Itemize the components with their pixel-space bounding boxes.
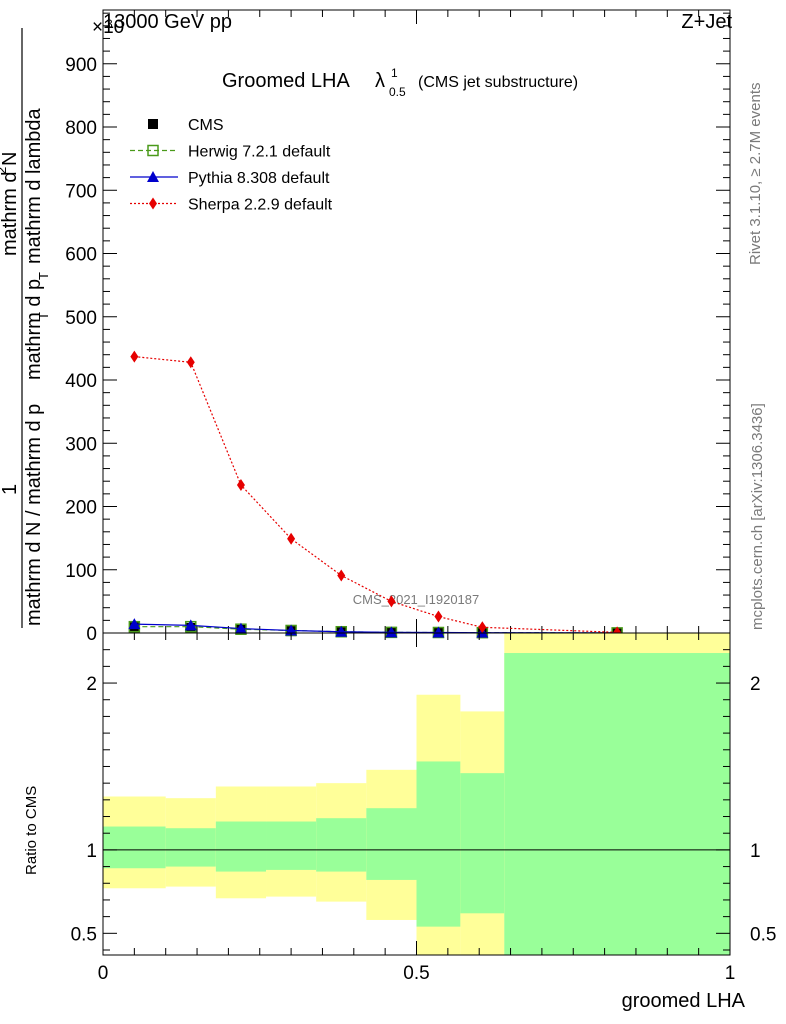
lower-ytick-label: 2 <box>86 674 97 695</box>
lower-axes: 0.5 0.51 12 20 0.5 1 <box>71 633 776 984</box>
legend-marker <box>148 119 158 129</box>
legend-label: Pythia 8.308 default <box>188 170 330 187</box>
upper-ytick-label: 100 <box>65 561 97 582</box>
data-point <box>184 619 197 631</box>
data-point <box>234 622 247 634</box>
ylabel-numerator-n: N <box>0 152 21 166</box>
title-sub: 0.5 <box>389 85 406 99</box>
lower-ytick-label-right: 0.5 <box>750 924 776 945</box>
xlabel: groomed LHA <box>622 990 746 1012</box>
upper-ytick-label: 900 <box>65 55 97 76</box>
series-line <box>134 356 618 633</box>
title-suffix: (CMS jet substructure) <box>418 74 578 91</box>
legend-marker <box>147 144 159 157</box>
data-point <box>434 610 443 623</box>
series-line <box>134 623 618 634</box>
upper-ytick-label: 800 <box>65 118 97 139</box>
ratio-ylabel: Ratio to CMS <box>23 786 40 875</box>
upper-ytick-label: 700 <box>65 181 97 202</box>
ylabel-denominator-sub: T <box>36 312 51 320</box>
upper-ytick-label: 200 <box>65 498 97 519</box>
data-point <box>287 532 296 545</box>
ratio-band-inner <box>416 761 461 927</box>
lower-xtick-label: 1 <box>725 963 736 984</box>
ratio-band-inner <box>504 653 730 955</box>
ratio-band-inner <box>103 826 166 869</box>
data-point <box>186 356 195 369</box>
header-right: Z+Jet <box>681 11 732 33</box>
ylabel-numerator-end: mathrm d lambda <box>23 108 45 264</box>
upper-ytick-label: 500 <box>65 308 97 329</box>
lower-panel: 0.5 0.51 12 20 0.5 1 Ratio to CMS groomed LHA <box>23 632 776 1012</box>
data-point <box>432 626 445 638</box>
title-main: Groomed LHA <box>222 70 350 92</box>
lower-ytick-label-right: 2 <box>750 674 761 695</box>
upper-ytick-label: 400 <box>65 371 97 392</box>
upper-ytick-label: 600 <box>65 245 97 266</box>
lower-xtick-label: 0 <box>98 963 109 984</box>
ratio-band-inner <box>316 818 367 872</box>
multiplier-label: ×10 <box>92 17 124 38</box>
title-sup: 1 <box>391 66 398 80</box>
data-point <box>478 621 487 634</box>
rivet-label: Rivet 3.1.10, ≥ 2.7M events <box>747 83 764 266</box>
ylabel-denominator: mathrm d N / mathrm d p <box>23 404 45 626</box>
legend-label: Sherpa 2.2.9 default <box>188 197 333 214</box>
data-point <box>337 569 346 582</box>
mcplots-label: mcplots.cern.ch [arXiv:1306.3436] <box>749 403 766 630</box>
lower-ytick-label: 1 <box>86 841 97 862</box>
legend: CMS Herwig 7.2.1 default Pythia 8.308 defa… <box>130 117 333 214</box>
watermark: CMS_2021_I1920187 <box>353 592 480 607</box>
main-title: Groomed LHA λ 1 0.5 (CMS jet substructur… <box>222 66 578 99</box>
series-line <box>134 626 618 634</box>
upper-panel: CMS_2021_I1920187 0 100 200 300 400 500 600 700… <box>65 9 731 645</box>
upper-ytick-label: 300 <box>65 434 97 455</box>
legend-marker <box>149 197 157 210</box>
title-lambda: λ <box>375 70 385 92</box>
legend-label: CMS <box>188 117 224 134</box>
ylabel-numerator: mathrm d <box>0 172 21 256</box>
data-point <box>130 350 139 363</box>
multiplier-exponent: 3 <box>106 17 113 31</box>
ylabel-one: 1 <box>0 484 21 495</box>
ratio-band-inner <box>215 821 267 872</box>
data-point <box>335 625 348 637</box>
lower-ytick-label-right: 1 <box>750 841 761 862</box>
data-point <box>387 595 396 608</box>
upper-frame <box>102 9 731 634</box>
data-point <box>385 626 398 638</box>
legend-marker <box>147 171 159 182</box>
ylabel-numerator-tail: mathrm d p <box>23 279 45 380</box>
ylabel-numerator-tail-sub: T <box>36 272 51 280</box>
upper-axes: 0 100 200 300 400 500 600 700 800 900 <box>65 10 731 645</box>
header-left: 13000 GeV pp <box>103 11 232 33</box>
upper-ylabel: 1 mathrm d N / mathrm d p T mathrm d 2 N… <box>0 28 51 628</box>
data-point <box>128 618 141 630</box>
ylabel-numerator-sup: 2 <box>0 167 9 174</box>
ratio-band-inner <box>165 828 216 867</box>
ratio-band-inner <box>266 821 317 870</box>
data-point <box>236 478 245 491</box>
ratio-band-inner <box>366 808 417 880</box>
lower-ytick-label: 0.5 <box>71 924 97 945</box>
upper-ytick-label: 0 <box>86 624 97 645</box>
lower-xtick-label: 0.5 <box>403 963 429 984</box>
ratio-band-inner <box>460 773 505 914</box>
legend-label: Herwig 7.2.1 default <box>188 144 331 161</box>
ratio-bands <box>103 633 730 955</box>
